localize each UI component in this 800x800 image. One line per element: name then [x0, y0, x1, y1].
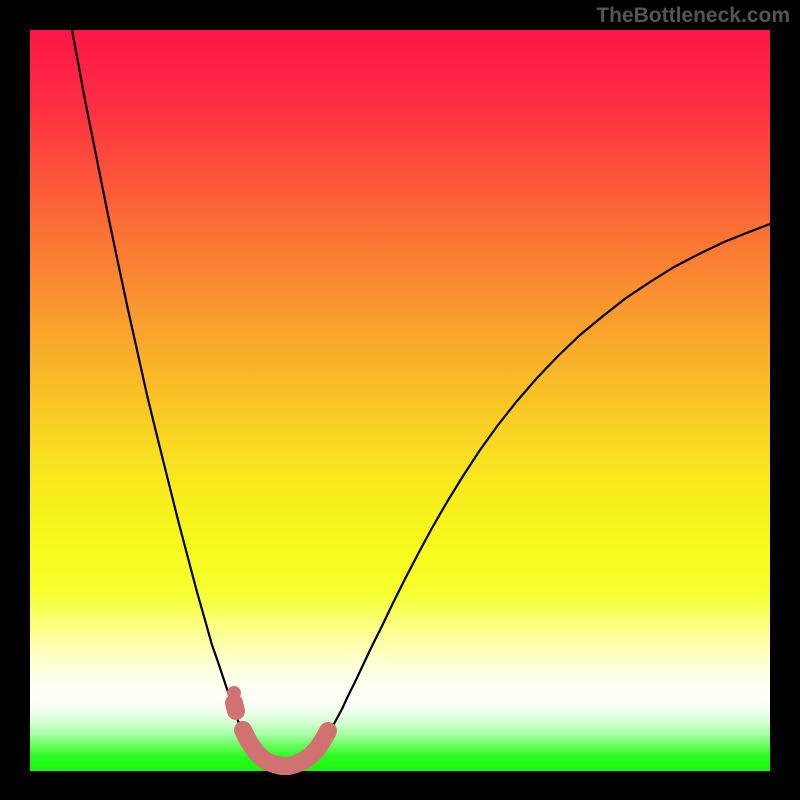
watermark-text: TheBottleneck.com: [596, 4, 790, 28]
chart-container: TheBottleneck.com: [0, 0, 800, 800]
bottleneck-chart: [0, 0, 800, 800]
